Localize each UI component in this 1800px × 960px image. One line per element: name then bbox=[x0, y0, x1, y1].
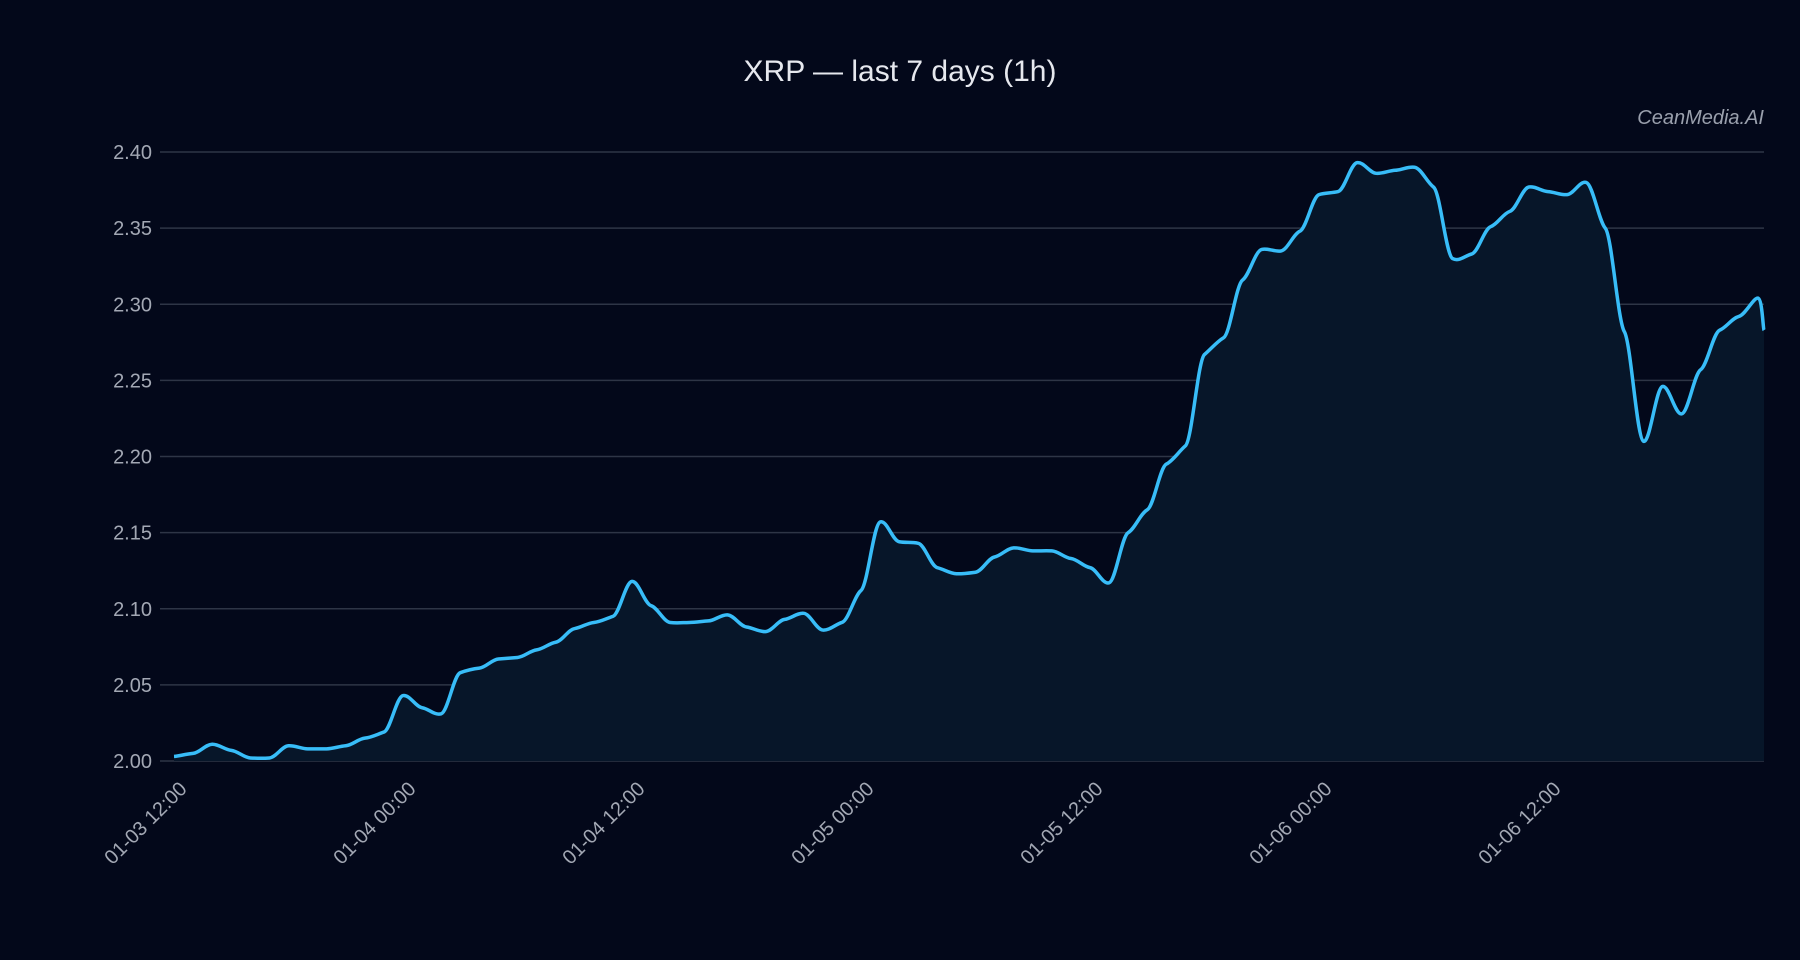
x-tick-label: 01-06 12:00 bbox=[1474, 778, 1565, 869]
price-area-fill bbox=[174, 162, 1764, 761]
y-tick-label: 2.40 bbox=[113, 142, 152, 164]
chart-title: XRP — last 7 days (1h) bbox=[743, 55, 1057, 88]
y-tick-label: 2.10 bbox=[113, 599, 152, 621]
x-tick-label: 01-05 12:00 bbox=[1016, 778, 1107, 869]
x-axis-ticks: 01-03 12:00 01-04 00:00 01-04 12:00 01-05 0… bbox=[100, 778, 1565, 869]
y-tick-label: 2.20 bbox=[113, 447, 152, 469]
y-tick-label: 2.15 bbox=[113, 523, 152, 545]
y-tick-label: 2.30 bbox=[113, 294, 152, 316]
x-tick-label: 01-04 00:00 bbox=[329, 778, 420, 869]
grid-lines bbox=[160, 151, 1764, 762]
watermark: CeanMedia.AI bbox=[1637, 107, 1764, 129]
y-tick-label: 2.35 bbox=[113, 218, 152, 240]
x-tick-label: 01-04 12:00 bbox=[558, 778, 649, 869]
x-tick-label: 01-05 00:00 bbox=[787, 778, 878, 869]
y-axis-ticks: 2.00 2.05 2.10 2.15 2.20 2.25 2.30 2.35 2.40 bbox=[113, 142, 152, 773]
x-tick-label: 01-06 00:00 bbox=[1245, 778, 1336, 869]
x-tick-label: 01-03 12:00 bbox=[100, 778, 191, 869]
y-tick-label: 2.05 bbox=[113, 675, 152, 697]
y-tick-label: 2.00 bbox=[113, 751, 152, 773]
price-line bbox=[173, 160, 1766, 761]
y-tick-label: 2.25 bbox=[113, 370, 152, 392]
